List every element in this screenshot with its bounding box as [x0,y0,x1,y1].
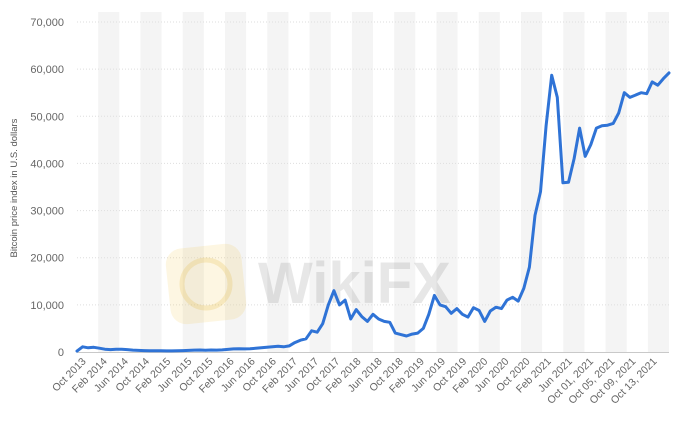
column-band [351,12,373,352]
column-band [521,12,543,352]
column-band [309,12,331,352]
y-tick-label: 60,000 [30,64,64,76]
series-group [75,71,671,353]
column-band [225,12,247,352]
column-band [267,12,289,352]
column-band [182,12,204,352]
y-tick-label: 40,000 [30,158,64,170]
y-tick-label: 70,000 [30,17,64,29]
column-band [605,12,627,352]
column-band [140,12,162,352]
series-line [75,71,671,353]
watermark-text: WikiFX [258,251,451,316]
y-axis-label: Bitcoin price index in U.S. dollars [9,118,20,257]
alternating-column-bands [98,12,669,352]
watermark: WikiFX [165,243,451,325]
y-tick-label: 50,000 [30,111,64,123]
y-axis-tick-labels: 0 10,000 20,000 30,000 40,000 50,000 60,000 70,… [30,17,64,359]
y-tick-label: 30,000 [30,206,64,218]
column-band [478,12,500,352]
watermark-logo [165,243,247,325]
column-band [98,12,120,352]
y-tick-label: 10,000 [30,300,64,312]
column-band [394,12,416,352]
y-tick-label: 20,000 [30,253,64,265]
y-tick-label: 0 [58,347,64,359]
column-band [563,12,585,352]
column-band [647,12,669,352]
column-band [436,12,458,352]
